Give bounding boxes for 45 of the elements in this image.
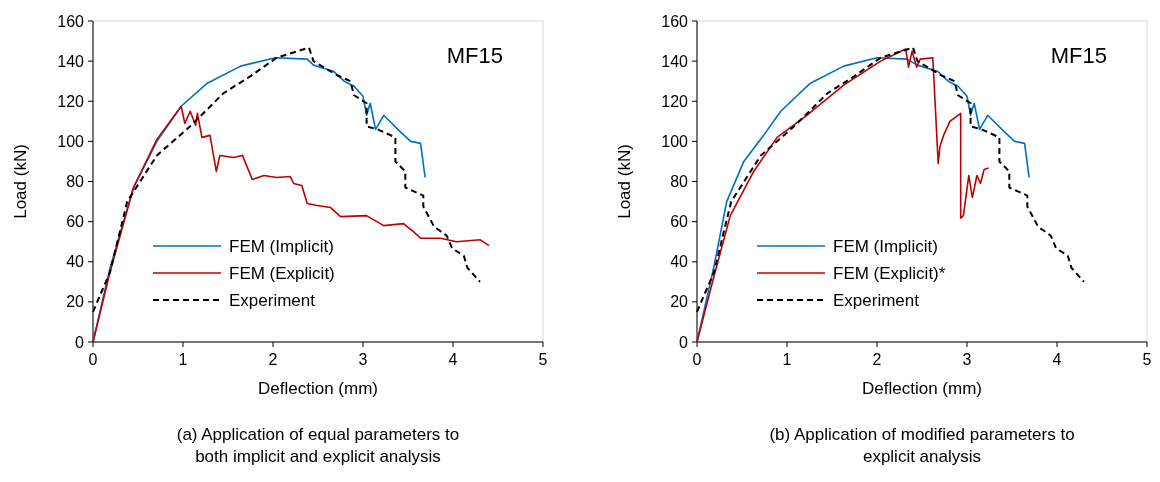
y-tick-label: 160 — [661, 12, 689, 30]
x-tick-label: 5 — [1142, 351, 1152, 368]
y-tick-label: 60 — [66, 213, 85, 231]
x-tick-label: 0 — [692, 351, 702, 368]
legend-label: FEM (Implicit) — [833, 236, 938, 256]
x-axis-title: Deflection (mm) — [862, 379, 982, 398]
legend-label: FEM (Implicit) — [229, 236, 334, 256]
legend-label: Experiment — [833, 290, 920, 310]
x-tick-label: 2 — [872, 351, 882, 368]
annotation: MF15 — [446, 43, 503, 68]
y-tick-label: 20 — [66, 293, 85, 311]
x-tick-label: 3 — [358, 351, 368, 368]
legend-label: FEM (Explicit) — [229, 263, 335, 283]
legend-label: Experiment — [229, 290, 316, 310]
x-tick-label: 1 — [178, 351, 188, 368]
x-tick-label: 3 — [962, 351, 972, 368]
y-tick-label: 160 — [57, 12, 85, 30]
x-tick-label: 1 — [782, 351, 792, 368]
y-tick-label: 40 — [670, 253, 689, 271]
y-tick-label: 140 — [661, 52, 689, 70]
x-tick-label: 5 — [538, 351, 548, 368]
y-tick-label: 0 — [679, 333, 689, 351]
x-axis-title: Deflection (mm) — [258, 379, 378, 398]
annotation: MF15 — [1050, 43, 1107, 68]
y-tick-label: 120 — [57, 92, 85, 110]
y-tick-label: 80 — [670, 173, 689, 191]
y-tick-label: 100 — [661, 132, 689, 150]
legend-label: FEM (Explicit)* — [833, 263, 946, 283]
text: (a) Application of equal parameters to both implicit and explicit analysis — [176, 425, 460, 466]
y-tick-label: 60 — [670, 213, 689, 231]
y-axis-title: Load (kN) — [11, 144, 30, 219]
y-tick-label: 0 — [75, 333, 85, 351]
y-tick-label: 140 — [57, 52, 85, 70]
y-axis-title: Load (kN) — [615, 144, 634, 219]
y-tick-label: 40 — [66, 253, 85, 271]
x-tick-label: 4 — [448, 351, 458, 368]
text: (b) Application of modified parameters to explicit analysis — [769, 425, 1075, 466]
y-tick-label: 120 — [661, 92, 689, 110]
x-tick-label: 2 — [268, 351, 278, 368]
x-tick-label: 4 — [1052, 351, 1062, 368]
y-tick-label: 100 — [57, 132, 85, 150]
x-tick-label: 0 — [88, 351, 98, 368]
y-tick-label: 80 — [66, 173, 85, 191]
y-tick-label: 20 — [670, 293, 689, 311]
line-series — [92, 105, 490, 343]
